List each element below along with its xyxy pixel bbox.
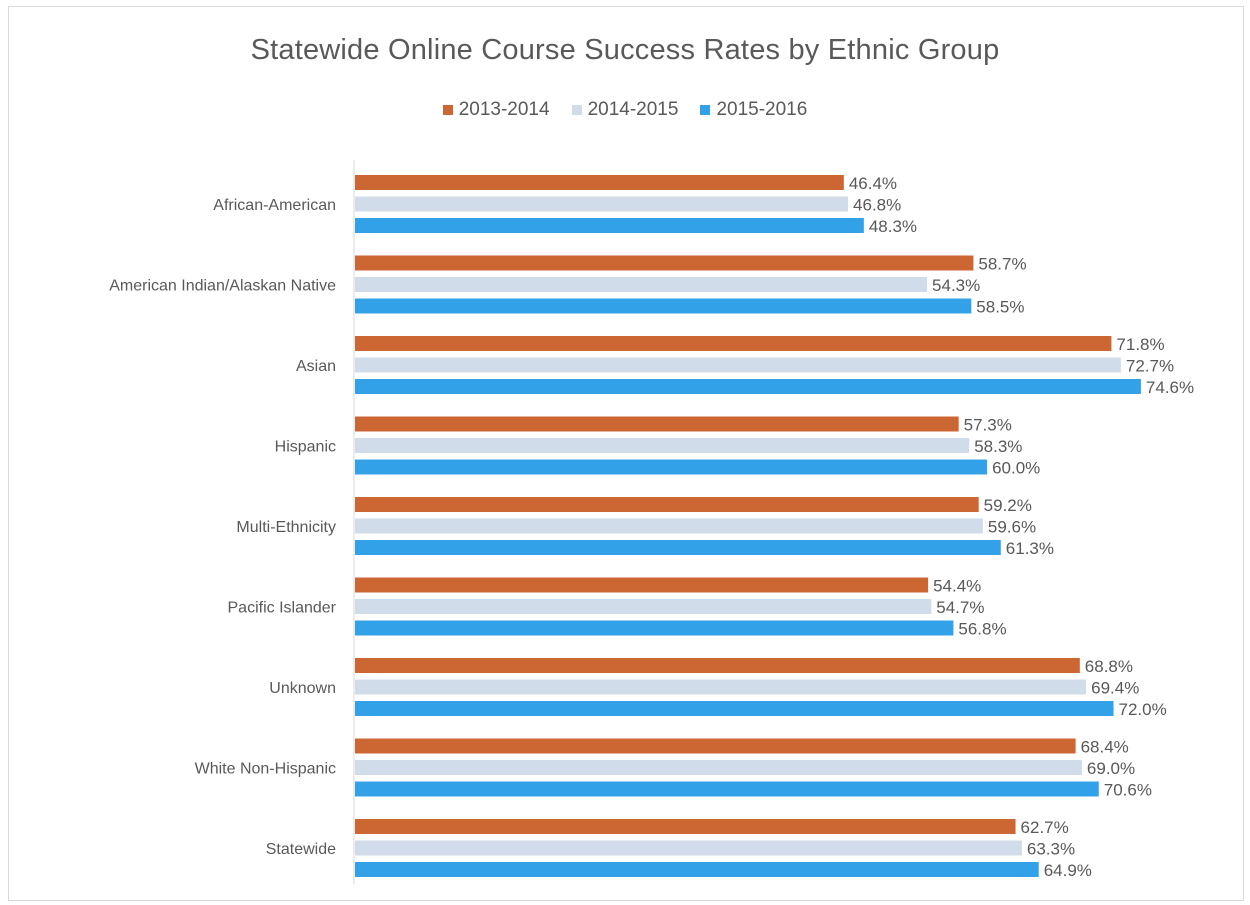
bar-multi-ethnicity-2014-2015: [355, 518, 983, 534]
data-label-african-american-2014-2015: 46.8%: [853, 196, 901, 215]
data-label-statewide-2015-2016: 64.9%: [1044, 861, 1092, 880]
category-label-asian: Asian: [296, 358, 336, 375]
bar-pacific-islander-2013-2014: [355, 577, 929, 593]
category-label-american-indian-alaskan-native: American Indian/Alaskan Native: [109, 278, 336, 295]
bar-multi-ethnicity-2015-2016: [355, 540, 1001, 555]
data-label-american-indian-alaskan-native-2013-2014: 58.7%: [978, 255, 1026, 274]
data-label-white-non-hispanic-2015-2016: 70.6%: [1104, 781, 1152, 800]
bar-asian-2013-2014: [355, 336, 1112, 351]
legend: 2013-2014 2014-2015 2015-2016: [0, 99, 1250, 121]
data-label-unknown-2013-2014: 68.8%: [1085, 657, 1133, 676]
bar-white-non-hispanic-2014-2015: [355, 760, 1082, 775]
legend-label-2014-2015: 2014-2015: [587, 99, 679, 120]
bar-unknown-2014-2015: [355, 679, 1087, 695]
data-label-asian-2015-2016: 74.6%: [1146, 378, 1194, 397]
data-label-american-indian-alaskan-native-2014-2015: 54.3%: [932, 276, 980, 295]
data-label-statewide-2013-2014: 62.7%: [1021, 818, 1069, 837]
category-label-african-american: African-American: [213, 197, 336, 214]
data-label-asian-2013-2014: 71.8%: [1116, 335, 1164, 354]
legend-item-2013-2014: 2013-2014: [442, 99, 550, 121]
data-label-white-non-hispanic-2014-2015: 69.0%: [1087, 759, 1135, 778]
bar-multi-ethnicity-2013-2014: [355, 497, 979, 512]
data-label-hispanic-2013-2014: 57.3%: [964, 416, 1012, 435]
bar-statewide-2014-2015: [355, 840, 1022, 856]
data-label-unknown-2014-2015: 69.4%: [1091, 679, 1139, 698]
bar-african-american-2013-2014: [355, 175, 844, 190]
data-label-pacific-islander-2013-2014: 54.4%: [933, 577, 981, 596]
bar-hispanic-2015-2016: [355, 459, 988, 475]
data-label-multi-ethnicity-2014-2015: 59.6%: [988, 518, 1036, 537]
legend-swatch-2015-2016: [700, 105, 711, 115]
bar-american-indian-alaskan-native-2014-2015: [355, 277, 928, 292]
legend-swatch-2013-2014: [442, 105, 453, 115]
data-label-african-american-2013-2014: 46.4%: [849, 174, 897, 193]
data-label-hispanic-2014-2015: 58.3%: [974, 437, 1022, 456]
category-label-pacific-islander: Pacific Islander: [228, 600, 337, 617]
data-label-african-american-2015-2016: 48.3%: [869, 217, 917, 236]
data-label-pacific-islander-2014-2015: 54.7%: [936, 598, 984, 617]
category-label-hispanic: Hispanic: [275, 439, 336, 456]
bar-statewide-2015-2016: [355, 862, 1039, 877]
data-label-unknown-2015-2016: 72.0%: [1119, 700, 1167, 719]
bar-unknown-2015-2016: [355, 701, 1114, 716]
bar-statewide-2013-2014: [355, 819, 1016, 834]
bar-unknown-2013-2014: [355, 658, 1080, 673]
bar-american-indian-alaskan-native-2013-2014: [355, 255, 974, 271]
bar-asian-2015-2016: [355, 379, 1141, 394]
category-label-white-non-hispanic: White Non-Hispanic: [195, 761, 336, 778]
bar-pacific-islander-2015-2016: [355, 620, 954, 636]
category-label-statewide: Statewide: [266, 841, 336, 858]
bar-pacific-islander-2014-2015: [355, 599, 932, 614]
bar-white-non-hispanic-2015-2016: [355, 781, 1099, 797]
chart-title: Statewide Online Course Success Rates by…: [250, 34, 1000, 66]
legend-swatch-2014-2015: [571, 105, 582, 115]
category-label-unknown: Unknown: [269, 680, 336, 697]
data-label-multi-ethnicity-2015-2016: 61.3%: [1006, 539, 1054, 558]
bar-asian-2014-2015: [355, 357, 1121, 373]
bar-white-non-hispanic-2013-2014: [355, 738, 1076, 754]
bar-african-american-2015-2016: [355, 218, 864, 233]
data-label-hispanic-2015-2016: 60.0%: [992, 459, 1040, 478]
legend-item-2014-2015: 2014-2015: [571, 99, 679, 121]
data-label-multi-ethnicity-2013-2014: 59.2%: [984, 496, 1032, 515]
data-label-asian-2014-2015: 72.7%: [1126, 357, 1174, 376]
legend-label-2015-2016: 2015-2016: [716, 99, 808, 120]
data-label-pacific-islander-2015-2016: 56.8%: [958, 620, 1006, 639]
category-label-multi-ethnicity: Multi-Ethnicity: [236, 519, 336, 536]
bar-african-american-2014-2015: [355, 196, 849, 212]
data-label-american-indian-alaskan-native-2015-2016: 58.5%: [976, 298, 1024, 317]
bar-hispanic-2013-2014: [355, 416, 959, 432]
data-label-statewide-2014-2015: 63.3%: [1027, 840, 1075, 859]
bar-american-indian-alaskan-native-2015-2016: [355, 298, 972, 314]
bar-hispanic-2014-2015: [355, 438, 970, 453]
legend-item-2015-2016: 2015-2016: [700, 99, 807, 121]
data-label-white-non-hispanic-2013-2014: 68.4%: [1081, 738, 1129, 757]
legend-label-2013-2014: 2013-2014: [458, 99, 550, 120]
